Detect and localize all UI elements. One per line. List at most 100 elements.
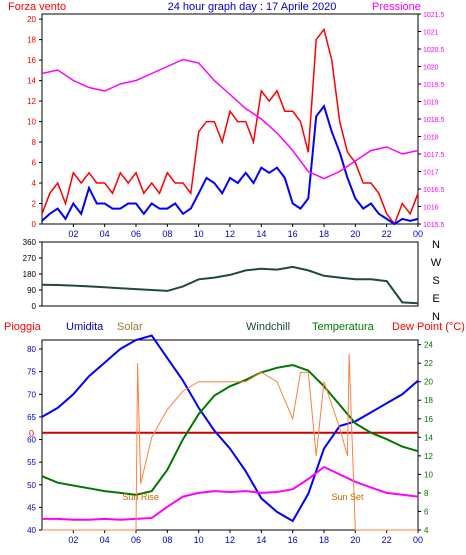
y-right-tick-label: 8 [424, 489, 429, 498]
x-tick-label: 12 [225, 535, 235, 545]
temperature-label: Temperatura [312, 321, 375, 333]
y-left-tick-label: 80 [27, 345, 36, 354]
y-tick-label: 360 [23, 238, 37, 247]
pressure-label: Pressione [372, 1, 421, 13]
y-tick-label: 0 [32, 302, 37, 311]
y-right-tick-label: 1016.5 [423, 187, 445, 194]
x-tick-label: 04 [100, 229, 110, 239]
x-tick-label: 12 [225, 229, 235, 239]
y-right-tick-label: 14 [424, 433, 433, 442]
series-umidita [41, 334, 419, 523]
y-right-tick-label: 1017 [423, 170, 439, 177]
y-right-tick-label: 4 [424, 526, 429, 535]
x-tick-label: 14 [256, 535, 266, 545]
y-left-tick-label: 18 [27, 36, 36, 45]
compass-label: N [432, 311, 440, 323]
x-tick-label: 06 [131, 535, 141, 545]
x-tick-label: 06 [131, 229, 141, 239]
series-pressione [41, 58, 419, 180]
y-left-tick-label: 14 [27, 77, 36, 86]
windchill-label: Windchill [246, 321, 290, 333]
x-tick-label: 02 [68, 229, 78, 239]
x-tick-label: 22 [382, 535, 392, 545]
solar-label: Solar [117, 321, 143, 333]
x-tick-label: 18 [319, 535, 329, 545]
series-raffica [41, 27, 419, 226]
wind-force-label: Forza vento [8, 1, 66, 13]
series-temperatura [41, 363, 419, 496]
x-tick-label: 22 [382, 229, 392, 239]
rain-zero-label: 0 [29, 429, 34, 439]
x-tick-label: 10 [194, 535, 204, 545]
dew-point-label: Dew Point (°C) [392, 321, 465, 333]
compass-label: E [432, 293, 439, 305]
y-right-tick-label: 1021.5 [423, 12, 445, 19]
y-right-tick-label: 1020 [423, 65, 439, 72]
plot-frame [41, 339, 419, 531]
y-right-tick-label: 6 [424, 507, 429, 516]
x-tick-label: 18 [319, 229, 329, 239]
y-left-tick-label: 60 [27, 436, 36, 445]
y-right-tick-label: 16 [424, 415, 433, 424]
x-tick-label: 16 [288, 535, 298, 545]
series-velocita [41, 104, 419, 226]
x-tick-label: 08 [162, 229, 172, 239]
x-tick-label: 00 [413, 229, 423, 239]
x-tick-label: 02 [68, 535, 78, 545]
sun-rise-label: Sun Rise [122, 492, 159, 502]
humidity-label: Umidita [66, 321, 104, 333]
y-right-tick-label: 1018 [423, 135, 439, 142]
y-right-tick-label: 18 [424, 396, 433, 405]
series-direction [41, 265, 419, 305]
y-tick-label: 180 [23, 270, 37, 279]
y-right-tick-label: 22 [424, 359, 433, 368]
x-tick-label: 14 [256, 229, 266, 239]
y-right-tick-label: 1016 [423, 205, 439, 212]
y-left-tick-label: 4 [32, 179, 37, 188]
plot-frame [41, 13, 419, 225]
y-tick-label: 270 [23, 254, 37, 263]
y-right-tick-label: 20 [424, 378, 433, 387]
x-tick-label: 20 [350, 229, 360, 239]
series-dew-point [42, 465, 419, 521]
x-tick-label: 00 [413, 535, 423, 545]
y-right-tick-label: 1015.5 [423, 222, 445, 229]
y-left-tick-label: 2 [32, 200, 37, 209]
rain-label: Pioggia [4, 321, 42, 333]
y-right-tick-label: 24 [424, 341, 433, 350]
compass-label: W [431, 257, 442, 269]
compass-label: S [432, 275, 439, 287]
y-right-tick-label: 1020.5 [423, 47, 445, 54]
x-tick-label: 08 [162, 535, 172, 545]
y-left-tick-label: 20 [27, 15, 36, 24]
y-tick-label: 90 [27, 286, 36, 295]
y-right-tick-label: 12 [424, 452, 433, 461]
sun-set-label: Sun Set [331, 492, 364, 502]
y-left-tick-label: 0 [32, 220, 37, 229]
y-right-tick-label: 1019.5 [423, 82, 445, 89]
y-right-tick-label: 1021 [423, 30, 439, 37]
y-left-tick-label: 16 [27, 56, 36, 65]
y-left-tick-label: 75 [27, 368, 36, 377]
y-right-tick-label: 1017.5 [423, 152, 445, 159]
y-left-tick-label: 65 [27, 413, 36, 422]
y-left-tick-label: 40 [27, 526, 36, 535]
y-left-tick-label: 50 [27, 481, 36, 490]
chart-title: 24 hour graph day : 17 Aprile 2020 [168, 1, 337, 13]
x-tick-label: 10 [194, 229, 204, 239]
y-left-tick-label: 8 [32, 138, 37, 147]
y-left-tick-label: 10 [27, 118, 36, 127]
x-tick-label: 16 [288, 229, 298, 239]
y-left-tick-label: 55 [27, 458, 36, 467]
compass-label: N [432, 239, 440, 251]
y-left-tick-label: 6 [32, 159, 37, 168]
y-left-tick-label: 45 [27, 503, 36, 512]
y-right-tick-label: 10 [424, 470, 433, 479]
series-solar [42, 353, 418, 531]
y-right-tick-label: 1018.5 [423, 117, 445, 124]
x-tick-label: 04 [100, 535, 110, 545]
x-tick-label: 20 [350, 535, 360, 545]
y-right-tick-label: 1019 [423, 100, 439, 107]
